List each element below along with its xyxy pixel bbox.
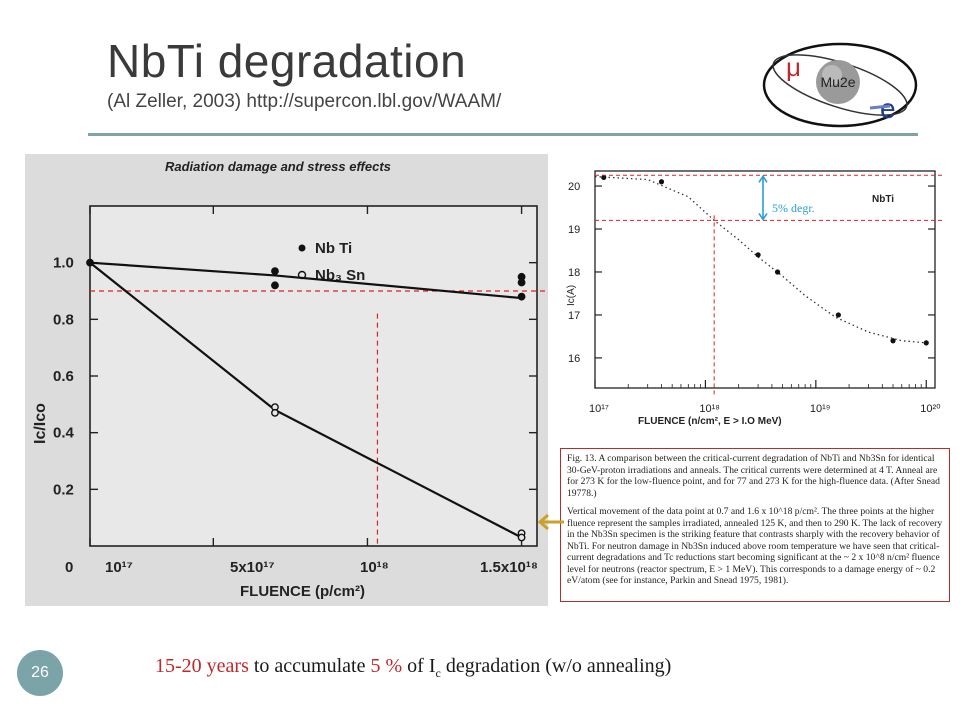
data-point	[890, 338, 896, 344]
footer-sub: c	[435, 666, 441, 680]
footer-text-2: of I	[402, 655, 436, 677]
y-axis-label: Ic(A)	[566, 285, 577, 306]
plot-frame	[89, 205, 538, 547]
data-point	[923, 340, 929, 346]
y-tick-label: 17	[568, 310, 580, 322]
footer-text-1: to accumulate	[248, 655, 371, 677]
data-point-0	[517, 278, 526, 287]
x-tick-label: 10¹⁷	[589, 403, 609, 415]
page-number-badge: 26	[17, 650, 63, 696]
data-point-0	[517, 292, 526, 301]
logo-mu2e-text: Mu2e	[820, 74, 855, 90]
y-tick-label: 1.0	[53, 255, 74, 272]
series-line-0	[89, 261, 522, 300]
y-tick-label: 20	[568, 181, 580, 193]
footer-percent: 5 %	[370, 655, 403, 677]
data-point	[774, 269, 781, 275]
data-point-0	[271, 267, 279, 276]
x-tick-label: 10²⁰	[920, 403, 941, 415]
logo-mu-text: μ	[786, 52, 801, 82]
footer-years: 15-20 years	[155, 655, 249, 677]
page-number: 26	[31, 664, 49, 681]
slide-subtitle: (Al Zeller, 2003) http://supercon.lbl.go…	[107, 91, 502, 112]
y-tick-label: 19	[568, 224, 580, 236]
y-tick-label: 16	[568, 353, 580, 365]
left-chart: Radiation damage and stress effects 0 10¹⁷…	[32, 159, 547, 600]
plot-frame-right	[594, 170, 936, 389]
legend-label-nbti: Nb Ti	[315, 240, 352, 257]
right-chart-panel: 10¹⁷ 10¹⁸ 10¹⁹ 10²⁰ FLUENCE (n/cm², E > I.O …	[560, 156, 950, 436]
series-label-nbti: NbTi	[872, 194, 894, 205]
x-tick-label: 10¹⁷	[105, 559, 133, 576]
arrow-left-icon	[537, 513, 564, 531]
data-point-0	[271, 281, 279, 290]
caption-paragraph-1: Fig. 13. A comparison between the critic…	[567, 453, 940, 499]
left-chart-panel: Radiation damage and stress effects 0 10¹⁷…	[25, 154, 548, 606]
y-tick-label: 0.6	[53, 368, 74, 385]
data-point-1	[517, 533, 526, 542]
arrow-head-down-icon	[758, 212, 768, 221]
fit-curve	[594, 175, 927, 344]
y-tick-label: 0.8	[53, 311, 74, 328]
caption-paragraph-2: Vertical movement of the data point at 0…	[567, 506, 943, 586]
x-tick-label: 10¹⁸	[360, 559, 389, 576]
x-tick-label: 10¹⁹	[810, 403, 831, 415]
x-axis-label: FLUENCE (p/cm²)	[240, 583, 365, 600]
y-tick-label: 0.4	[53, 425, 75, 442]
arrow-head-up-icon	[758, 174, 768, 183]
x-tick-label: 0	[65, 559, 73, 576]
chart-title: Radiation damage and stress effects	[165, 159, 391, 174]
legend-marker-nbti	[298, 244, 306, 252]
x-tick-label: 10¹⁸	[699, 403, 720, 415]
slide-title: NbTi degradation	[107, 35, 467, 87]
degradation-annotation: 5% degr.	[772, 201, 815, 215]
right-chart: 10¹⁷ 10¹⁸ 10¹⁹ 10²⁰ FLUENCE (n/cm², E > I.O …	[566, 170, 945, 427]
data-point	[601, 174, 607, 181]
figure-caption: Fig. 13. A comparison between the critic…	[560, 448, 950, 602]
y-tick-label: 0.2	[53, 481, 74, 498]
footer-text-3: degradation (w/o annealing)	[440, 655, 672, 677]
data-point	[835, 312, 841, 318]
x-tick-label: 1.5x10¹⁸	[480, 559, 538, 576]
footer-statement: 15-20 years to accumulate 5 % of Ic degr…	[155, 655, 671, 681]
y-tick-label: 18	[568, 267, 580, 279]
title-divider	[88, 133, 918, 136]
data-point	[755, 252, 761, 258]
x-tick-label: 5x10¹⁷	[230, 559, 275, 576]
x-axis-label: FLUENCE (n/cm², E > I.O MeV)	[638, 416, 782, 427]
logo-e-text: e	[880, 93, 896, 124]
data-point	[658, 179, 665, 185]
mu2e-logo: Mu2e μ e	[762, 42, 918, 128]
y-axis-label: Ic/Ico	[32, 403, 49, 444]
data-point-1	[271, 408, 279, 417]
